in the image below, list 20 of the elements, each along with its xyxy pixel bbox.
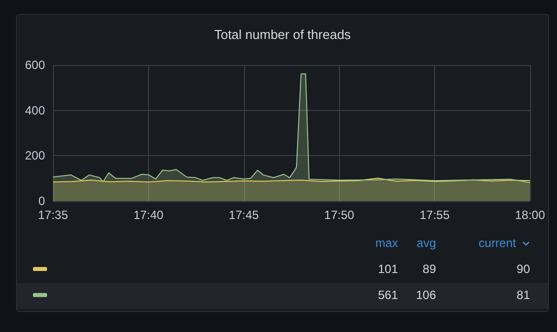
y-tick-label: 200 (24, 148, 46, 163)
x-tick-label: 17:35 (38, 208, 68, 222)
y-tick-label: 400 (24, 103, 46, 118)
text: 101 (378, 262, 398, 276)
y-tick-label: 0 (38, 194, 46, 208)
y-tick-label: 600 (24, 58, 46, 72)
x-tick-label: 17:50 (324, 208, 355, 222)
text: 561 (378, 288, 398, 302)
text: 89 (422, 262, 436, 276)
text: 106 (416, 288, 436, 302)
text: current (478, 236, 516, 250)
x-tick-label: 17:55 (420, 208, 450, 222)
text: max (375, 236, 398, 250)
x-tick-label: 17:40 (133, 208, 164, 222)
text: 90 (516, 262, 530, 276)
text: 81 (516, 288, 530, 302)
chart-title: Total number of threads (214, 27, 352, 42)
x-tick-label: 18:00 (514, 208, 546, 222)
text: avg (416, 236, 436, 250)
x-tick-label: 17:45 (228, 208, 260, 222)
